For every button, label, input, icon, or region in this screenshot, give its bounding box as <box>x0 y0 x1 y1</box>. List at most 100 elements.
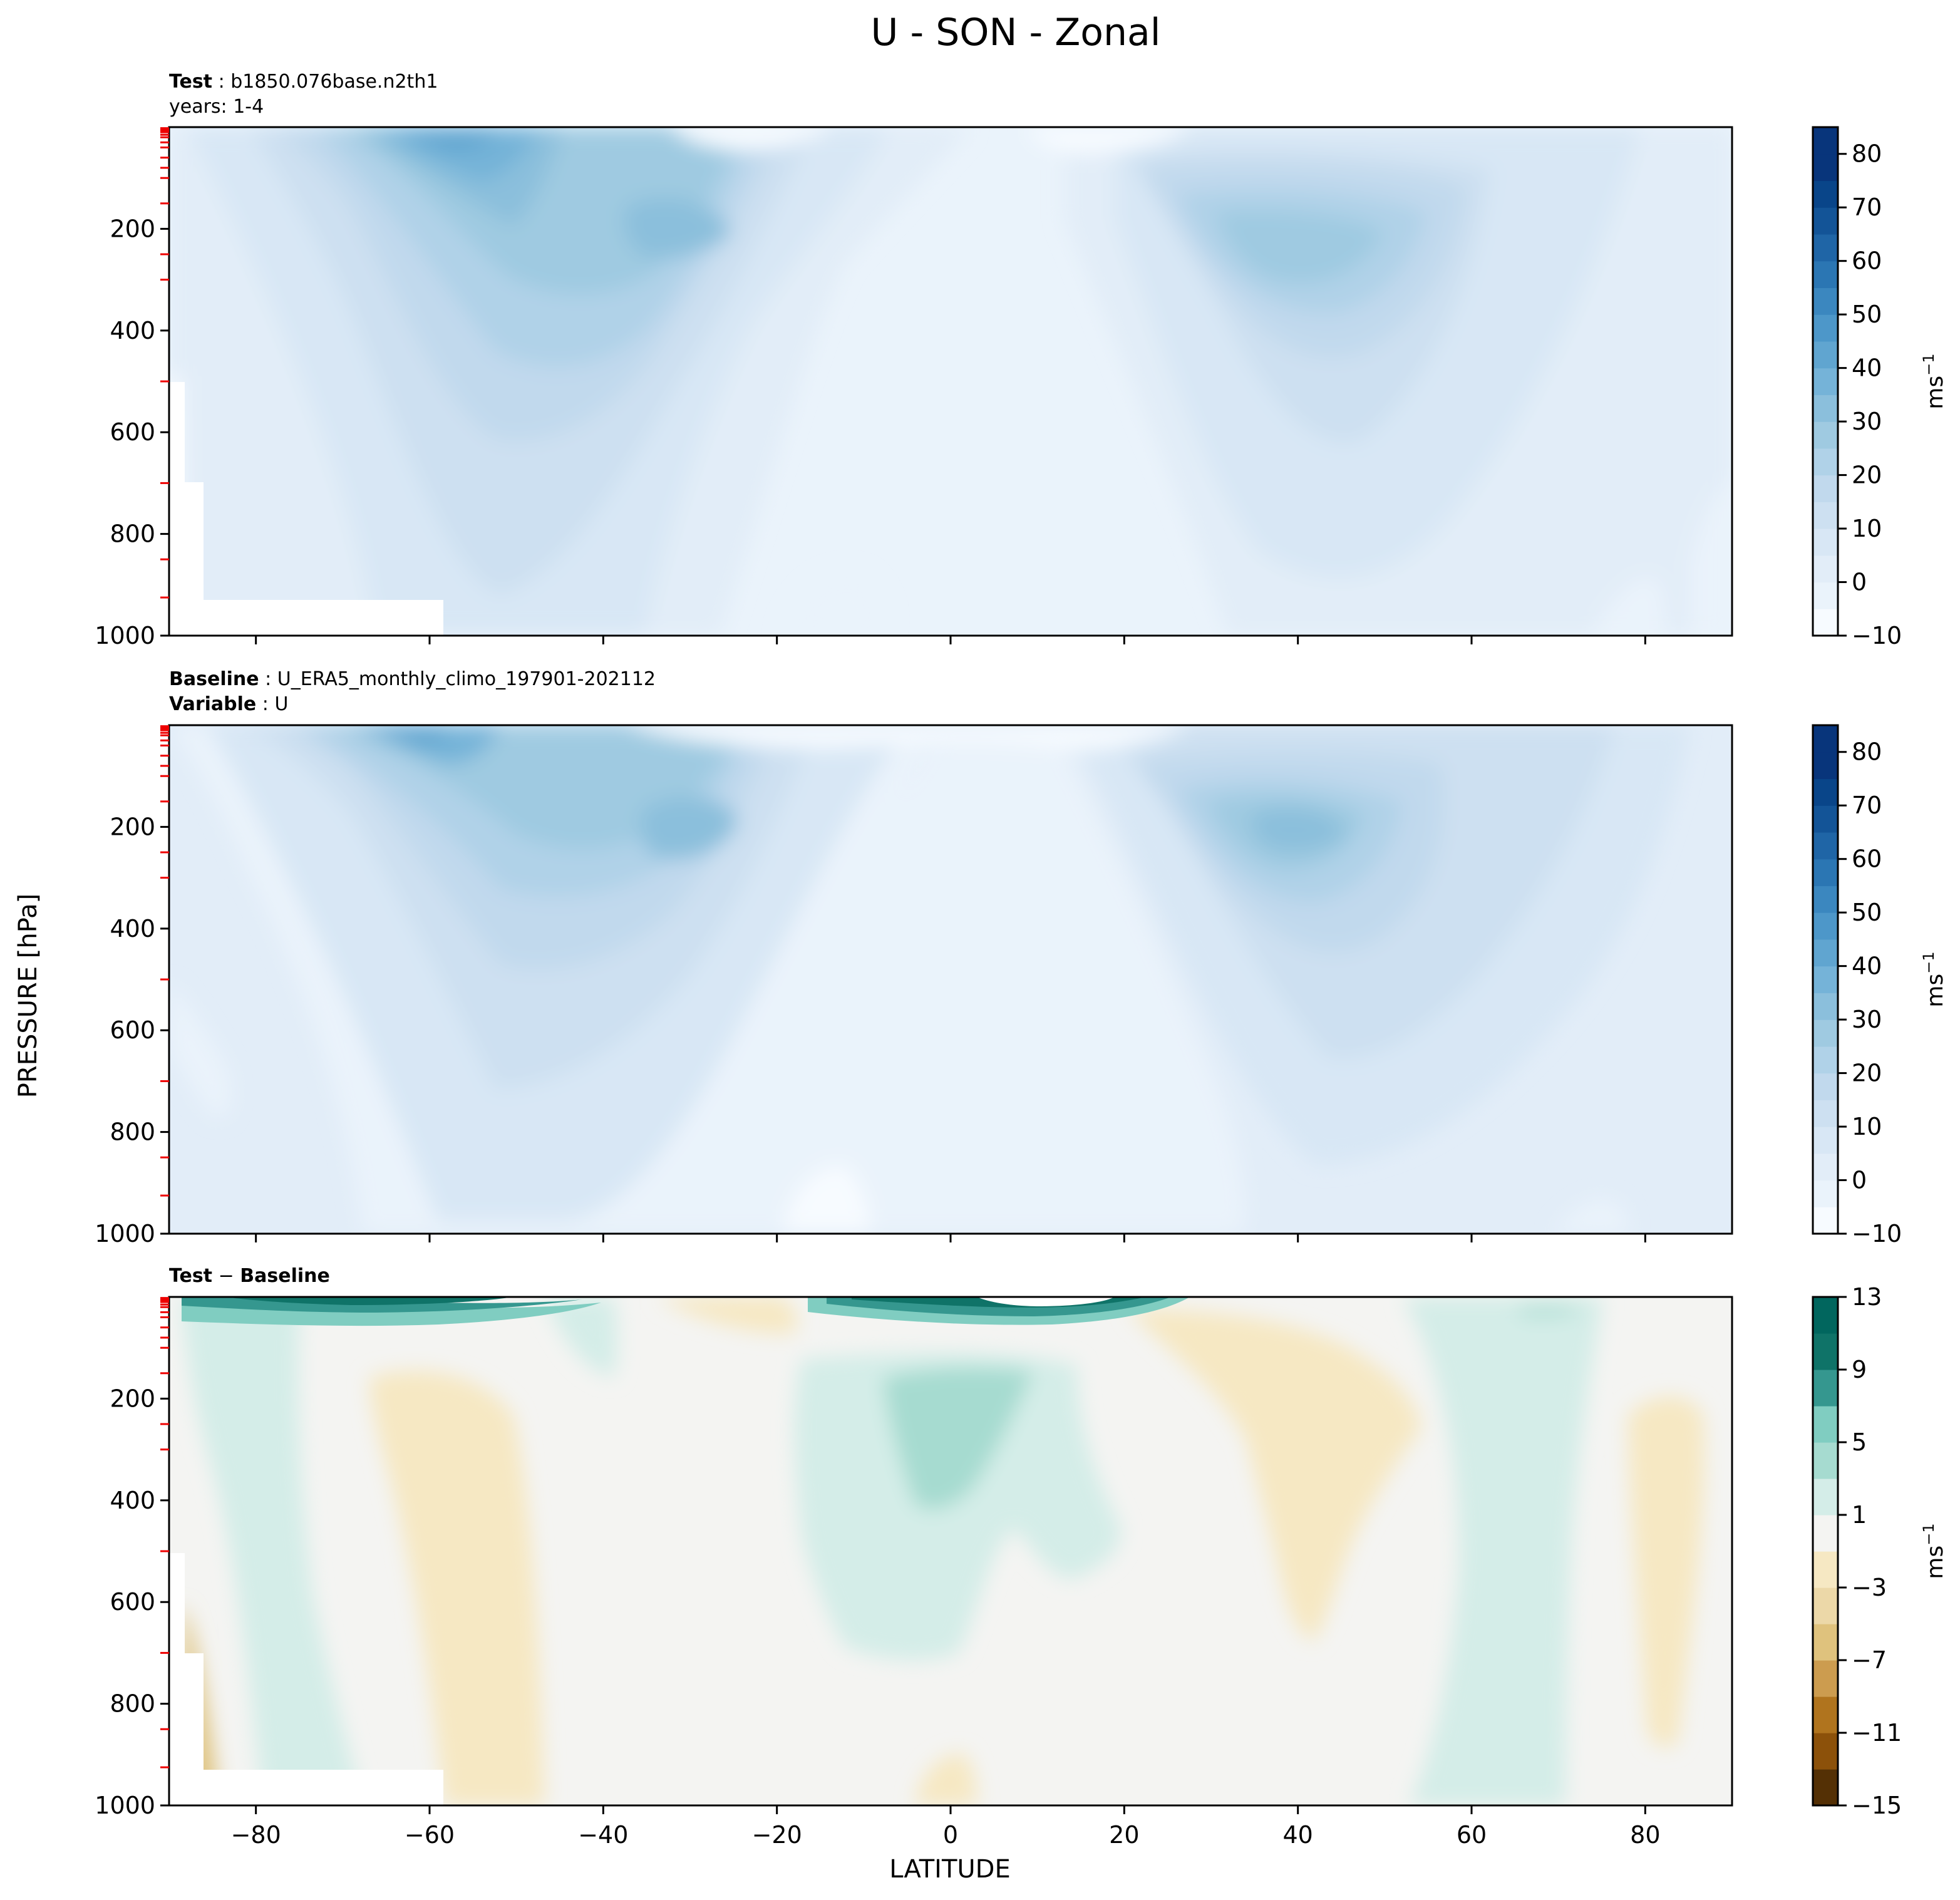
colorbar-segment <box>1813 832 1838 860</box>
colorbar-segment <box>1813 207 1838 235</box>
colorbar-segment <box>1813 529 1838 556</box>
y-axis-label: PRESSURE [hPa] <box>14 894 43 1098</box>
panel-3-y-tick-label: 800 <box>110 1690 155 1718</box>
colorbar-baseline-units: ms−1 <box>1920 951 1948 1007</box>
colorbar-segment <box>1813 555 1838 583</box>
panel-diff-x-axis: −80 −60 −40 −20 0 20 40 60 80 <box>231 1805 1661 1849</box>
colorbar-segment <box>1813 859 1838 887</box>
colorbar-segment <box>1813 1153 1838 1181</box>
colorbar-segment <box>1813 368 1838 395</box>
colorbar-tick-label: 50 <box>1852 899 1882 926</box>
panel-1-y-tick-label: 400 <box>110 317 155 344</box>
x-axis-label: LATITUDE <box>889 1855 1010 1884</box>
x-tick-label: 20 <box>1109 1821 1139 1849</box>
panel-test: Test : b1850.076base.n2th1 years: 1-4 <box>95 71 1733 649</box>
colorbar-tick-label: 1 <box>1852 1501 1867 1529</box>
colorbar-segment <box>1813 1660 1838 1697</box>
colorbar-tick-label: 70 <box>1852 194 1882 221</box>
colorbar-tick-label: 0 <box>1852 569 1867 596</box>
panel-test-label-2: years: 1-4 <box>169 96 264 118</box>
colorbar-tick-label: 40 <box>1852 354 1882 382</box>
colorbar-segment <box>1813 1769 1838 1806</box>
x-tick-label: 80 <box>1630 1821 1660 1849</box>
colorbar-segment <box>1813 502 1838 529</box>
colorbar-tick-label: 10 <box>1852 515 1882 542</box>
colorbar-segment <box>1813 1551 1838 1588</box>
colorbar-segment <box>1813 1073 1838 1100</box>
x-tick-label: −60 <box>405 1821 455 1849</box>
colorbar-tick-label: 30 <box>1852 408 1882 435</box>
colorbar-segment <box>1813 1297 1838 1334</box>
colorbar-segment <box>1813 751 1838 780</box>
colorbar-segment <box>1813 1100 1838 1127</box>
colorbar-segment <box>1813 261 1838 289</box>
x-tick-label: 0 <box>943 1821 958 1849</box>
colorbar-segment <box>1813 475 1838 502</box>
colorbar-segment <box>1813 314 1838 342</box>
x-tick-label: −20 <box>752 1821 802 1849</box>
colorbar-segment <box>1813 1696 1838 1733</box>
colorbar-segment <box>1813 939 1838 967</box>
colorbar-segment <box>1813 1207 1838 1234</box>
colorbar-tick-label: −10 <box>1852 1220 1902 1247</box>
x-tick-label: 60 <box>1457 1821 1487 1849</box>
panel-test-contours <box>169 127 1732 636</box>
colorbar-tick-label: −3 <box>1852 1574 1887 1601</box>
colorbar-frame <box>1812 1296 1839 1807</box>
colorbar-segment <box>1813 1733 1838 1770</box>
panel-test-x-axis <box>255 636 1646 644</box>
colorbar-segment <box>1813 1333 1838 1370</box>
colorbar-segment <box>1813 234 1838 262</box>
panel-3-y-tick-label: 400 <box>110 1487 155 1514</box>
colorbar-segment <box>1813 912 1838 940</box>
panel-1-y-tick-label: 800 <box>110 520 155 548</box>
colorbar-segment <box>1813 180 1838 208</box>
panel-diff-label: Test − Baseline <box>169 1265 330 1287</box>
colorbar-segment <box>1813 395 1838 422</box>
colorbar-tick-label: 60 <box>1852 247 1882 275</box>
panel-1-y-tick-label: 1000 <box>95 622 155 649</box>
panel-baseline: Baseline : U_ERA5_monthly_climo_197901-2… <box>95 668 1733 1247</box>
panel-1-y-tick-label: 200 <box>110 215 155 242</box>
colorbar-tick-label: 20 <box>1852 462 1882 489</box>
colorbar-segment <box>1813 1515 1838 1552</box>
colorbar-tick-label: 13 <box>1852 1283 1882 1311</box>
colorbar-tick-label: 80 <box>1852 738 1882 766</box>
x-tick-label: −80 <box>231 1821 281 1849</box>
panel-baseline-label-2: Variable : U <box>169 693 288 715</box>
colorbar-tick-label: 0 <box>1852 1167 1867 1194</box>
panel-baseline-x-axis <box>255 1234 1646 1242</box>
colorbar-segment <box>1813 1180 1838 1207</box>
panel-3-y-tick-label: 1000 <box>95 1792 155 1819</box>
colorbar-segment <box>1813 127 1838 155</box>
colorbar-tick-label: 80 <box>1852 140 1882 168</box>
colorbar-frame <box>1812 126 1839 637</box>
panel-baseline-label-1: Baseline : U_ERA5_monthly_climo_197901-2… <box>169 668 656 690</box>
colorbar-segment <box>1813 153 1838 182</box>
panel-baseline-y-axis: 200 400 600 800 1000 <box>95 725 169 1247</box>
colorbar-segment <box>1813 1370 1838 1407</box>
colorbar-tick-label: 9 <box>1852 1356 1867 1383</box>
panel-1-y-tick-label: 600 <box>110 418 155 446</box>
panel-test-y-axis: 200 400 600 800 1000 <box>95 127 169 649</box>
colorbar-tick-label: 30 <box>1852 1006 1882 1033</box>
colorbar-segment <box>1813 448 1838 476</box>
colorbar-segment <box>1813 1624 1838 1661</box>
colorbar-segment <box>1813 778 1838 806</box>
colorbar-test: −10 0 10 20 30 40 50 60 70 80 <box>1812 126 1902 649</box>
colorbar-segment <box>1813 1442 1838 1479</box>
colorbar-segment <box>1813 966 1838 993</box>
panel-diff-y-axis: 200 400 600 800 1000 <box>95 1297 169 1819</box>
colorbar-tick-label: 20 <box>1852 1060 1882 1087</box>
panel-2-y-tick-label: 600 <box>110 1016 155 1044</box>
colorbar-tick-label: −7 <box>1852 1646 1887 1674</box>
colorbar-tick-label: −11 <box>1852 1719 1902 1747</box>
x-tick-label: −40 <box>578 1821 628 1849</box>
colorbar-segment <box>1813 609 1838 636</box>
colorbar-segment <box>1813 1406 1838 1443</box>
colorbar-tick-label: 10 <box>1852 1113 1882 1140</box>
colorbar-tick-label: −15 <box>1852 1792 1902 1819</box>
panel-baseline-contours <box>169 725 1732 1234</box>
colorbar-tick-label: 70 <box>1852 792 1882 819</box>
panel-2-y-tick-label: 400 <box>110 915 155 942</box>
